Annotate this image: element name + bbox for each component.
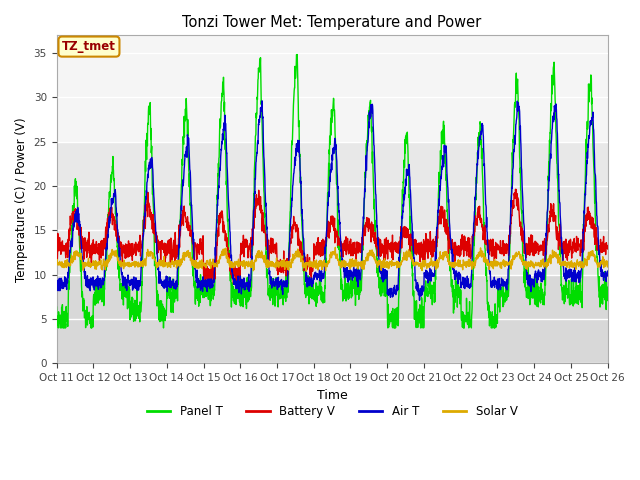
- Battery V: [556, 237, 563, 242]
- Solar V: [556, 257, 563, 263]
- Title: Tonzi Tower Met: Temperature and Power: Tonzi Tower Met: Temperature and Power: [182, 15, 482, 30]
- Air T: [604, 268, 612, 274]
- Air T: [571, 273, 579, 279]
- Battery V: [348, 241, 356, 247]
- Panel T: [493, 312, 500, 318]
- Legend: Panel T, Battery V, Air T, Solar V: Panel T, Battery V, Air T, Solar V: [142, 401, 522, 423]
- Air T: [493, 278, 500, 284]
- Battery V: [571, 244, 579, 250]
- Battery V: [604, 246, 612, 252]
- Solar V: [604, 264, 612, 269]
- Air T: [206, 281, 214, 287]
- Air T: [52, 277, 60, 283]
- Solar V: [206, 256, 214, 262]
- Line: Solar V: Solar V: [56, 247, 608, 271]
- Air T: [258, 98, 266, 104]
- Solar V: [52, 260, 60, 265]
- Bar: [56, 275, 608, 363]
- Battery V: [200, 281, 208, 287]
- Line: Panel T: Panel T: [56, 55, 608, 328]
- Panel T: [293, 52, 301, 58]
- Solar V: [360, 259, 368, 264]
- Panel T: [556, 225, 563, 231]
- Air T: [556, 200, 563, 205]
- Panel T: [349, 293, 356, 299]
- Battery V: [207, 279, 214, 285]
- Battery V: [493, 255, 500, 261]
- Battery V: [360, 231, 368, 237]
- Solar V: [571, 263, 579, 269]
- Solar V: [332, 244, 339, 250]
- Solar V: [302, 268, 310, 274]
- X-axis label: Time: Time: [317, 389, 348, 402]
- Line: Battery V: Battery V: [56, 189, 608, 284]
- Text: TZ_tmet: TZ_tmet: [62, 40, 116, 53]
- Bar: [56, 36, 608, 142]
- Battery V: [52, 247, 60, 253]
- Panel T: [52, 304, 60, 310]
- Solar V: [349, 256, 356, 262]
- Panel T: [604, 298, 612, 303]
- Panel T: [207, 302, 214, 308]
- Air T: [360, 195, 368, 201]
- Line: Air T: Air T: [56, 101, 608, 300]
- Panel T: [54, 325, 62, 331]
- Panel T: [360, 196, 368, 202]
- Bar: [56, 142, 608, 275]
- Battery V: [512, 186, 520, 192]
- Solar V: [493, 259, 500, 264]
- Panel T: [571, 288, 579, 294]
- Y-axis label: Temperature (C) / Power (V): Temperature (C) / Power (V): [15, 117, 28, 282]
- Air T: [416, 298, 424, 303]
- Air T: [348, 270, 356, 276]
